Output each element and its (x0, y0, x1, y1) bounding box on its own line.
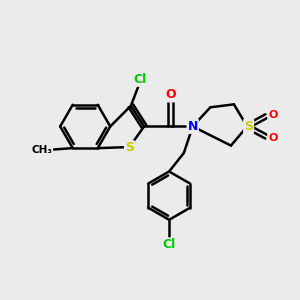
Text: S: S (244, 120, 253, 133)
Text: CH₃: CH₃ (31, 145, 52, 154)
Text: Cl: Cl (133, 73, 146, 86)
Text: O: O (268, 133, 278, 143)
Text: O: O (268, 110, 278, 120)
Text: N: N (188, 120, 198, 133)
Text: O: O (165, 88, 176, 101)
Text: S: S (125, 141, 134, 154)
Text: Cl: Cl (163, 238, 176, 251)
